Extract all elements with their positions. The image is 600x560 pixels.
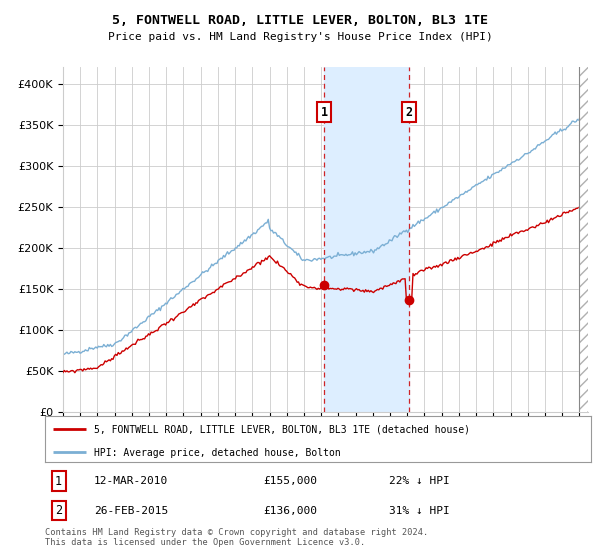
Bar xyxy=(324,67,409,412)
Text: 12-MAR-2010: 12-MAR-2010 xyxy=(94,476,169,486)
Text: 22% ↓ HPI: 22% ↓ HPI xyxy=(389,476,450,486)
Text: 2: 2 xyxy=(406,106,413,119)
Text: 26-FEB-2015: 26-FEB-2015 xyxy=(94,506,169,516)
Text: Contains HM Land Registry data © Crown copyright and database right 2024.
This d: Contains HM Land Registry data © Crown c… xyxy=(45,528,428,547)
Text: £136,000: £136,000 xyxy=(263,506,317,516)
Text: HPI: Average price, detached house, Bolton: HPI: Average price, detached house, Bolt… xyxy=(94,448,341,458)
Text: 5, FONTWELL ROAD, LITTLE LEVER, BOLTON, BL3 1TE (detached house): 5, FONTWELL ROAD, LITTLE LEVER, BOLTON, … xyxy=(94,425,470,435)
Text: 1: 1 xyxy=(321,106,328,119)
Bar xyxy=(580,67,588,412)
Text: Price paid vs. HM Land Registry's House Price Index (HPI): Price paid vs. HM Land Registry's House … xyxy=(107,32,493,43)
Bar xyxy=(580,67,588,412)
Text: 31% ↓ HPI: 31% ↓ HPI xyxy=(389,506,450,516)
Text: £155,000: £155,000 xyxy=(263,476,317,486)
Text: 2: 2 xyxy=(55,504,62,517)
Text: 5, FONTWELL ROAD, LITTLE LEVER, BOLTON, BL3 1TE: 5, FONTWELL ROAD, LITTLE LEVER, BOLTON, … xyxy=(112,14,488,27)
Text: 1: 1 xyxy=(55,475,62,488)
